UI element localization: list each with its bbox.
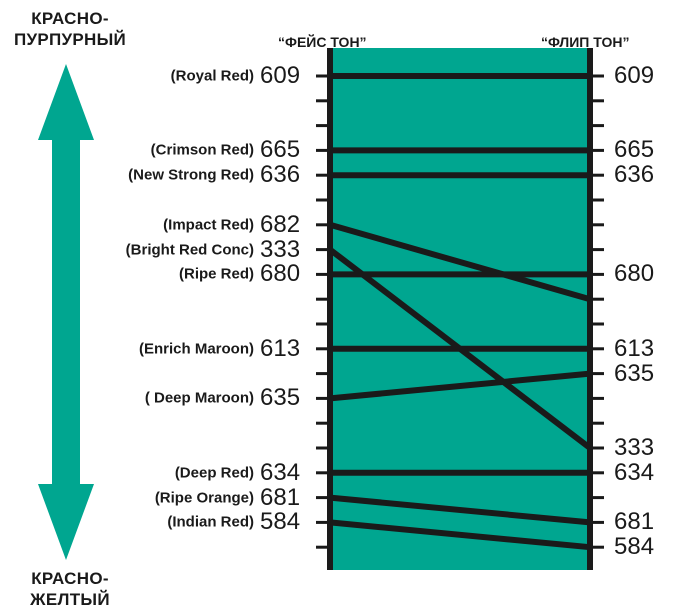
face-code-label: 333 xyxy=(260,235,301,263)
face-code-label: 682 xyxy=(260,210,301,238)
swatch-name-label: (Indian Red) xyxy=(167,513,254,531)
swatch-name-label: (Royal Red) xyxy=(170,67,254,85)
double-arrow-shape xyxy=(38,64,94,560)
top-hue-label: КРАСНО- ПУРПУРНЫЙ xyxy=(4,8,136,50)
face-code-label: 584 xyxy=(260,508,301,536)
color-panel xyxy=(330,48,590,570)
flip-code-label: 681 xyxy=(614,508,655,536)
flip-code-label: 584 xyxy=(614,533,655,561)
flip-code-label: 636 xyxy=(614,161,655,189)
swatch-name-label: (Ripe Red) xyxy=(179,265,254,283)
scale-ticks xyxy=(316,48,604,570)
face-code-label: 636 xyxy=(260,161,301,189)
swatch-name-label: (New Strong Red) xyxy=(128,166,254,184)
face-code-label: 681 xyxy=(260,483,301,511)
face-code-label: 634 xyxy=(260,458,301,486)
flip-code-label: 613 xyxy=(614,334,655,362)
flip-code-label: 333 xyxy=(614,434,655,461)
bottom-hue-line-1: КРАСНО- xyxy=(31,569,109,588)
top-hue-line-2: ПУРПУРНЫЙ xyxy=(13,30,127,49)
swatch-name-label: (Ripe Orange) xyxy=(154,489,254,507)
hue-direction-arrow xyxy=(38,64,94,560)
flip-code-label: 634 xyxy=(614,458,655,486)
swatch-name-label: (Impact Red) xyxy=(163,216,254,234)
flip-code-label: 635 xyxy=(614,359,655,387)
swatch-name-label: (Bright Red Conc) xyxy=(125,241,254,259)
shift-line-681 xyxy=(329,494,591,526)
face-code-label: 613 xyxy=(260,334,301,362)
shift-line-584 xyxy=(329,519,591,551)
swatch-name-label: ( Deep Maroon) xyxy=(144,389,254,407)
face-code-label: 609 xyxy=(260,62,301,89)
shift-line-635 xyxy=(329,370,591,402)
swatch-name-label: (Enrich Maroon) xyxy=(139,340,254,358)
bottom-hue-label: КРАСНО- ЖЕЛТЫЙ xyxy=(4,568,136,610)
face-tone-heading: “ФЕЙС ТОН” xyxy=(278,34,367,50)
flip-tone-heading: “ФЛИП ТОН” xyxy=(541,34,630,50)
shift-lines xyxy=(328,73,592,551)
flip-code-label: 665 xyxy=(614,136,655,164)
swatch-name-label: (Deep Red) xyxy=(174,464,254,482)
top-hue-line-1: КРАСНО- xyxy=(31,9,109,28)
face-code-label: 635 xyxy=(260,384,301,412)
flip-code-label: 609 xyxy=(614,62,655,89)
face-code-label: 680 xyxy=(260,260,301,288)
flip-code-label: 680 xyxy=(614,260,655,288)
bottom-hue-line-2: ЖЕЛТЫЙ xyxy=(30,590,110,609)
swatch-name-label: (Crimson Red) xyxy=(150,141,254,159)
shift-line-682 xyxy=(329,221,591,303)
face-code-label: 665 xyxy=(260,136,301,164)
